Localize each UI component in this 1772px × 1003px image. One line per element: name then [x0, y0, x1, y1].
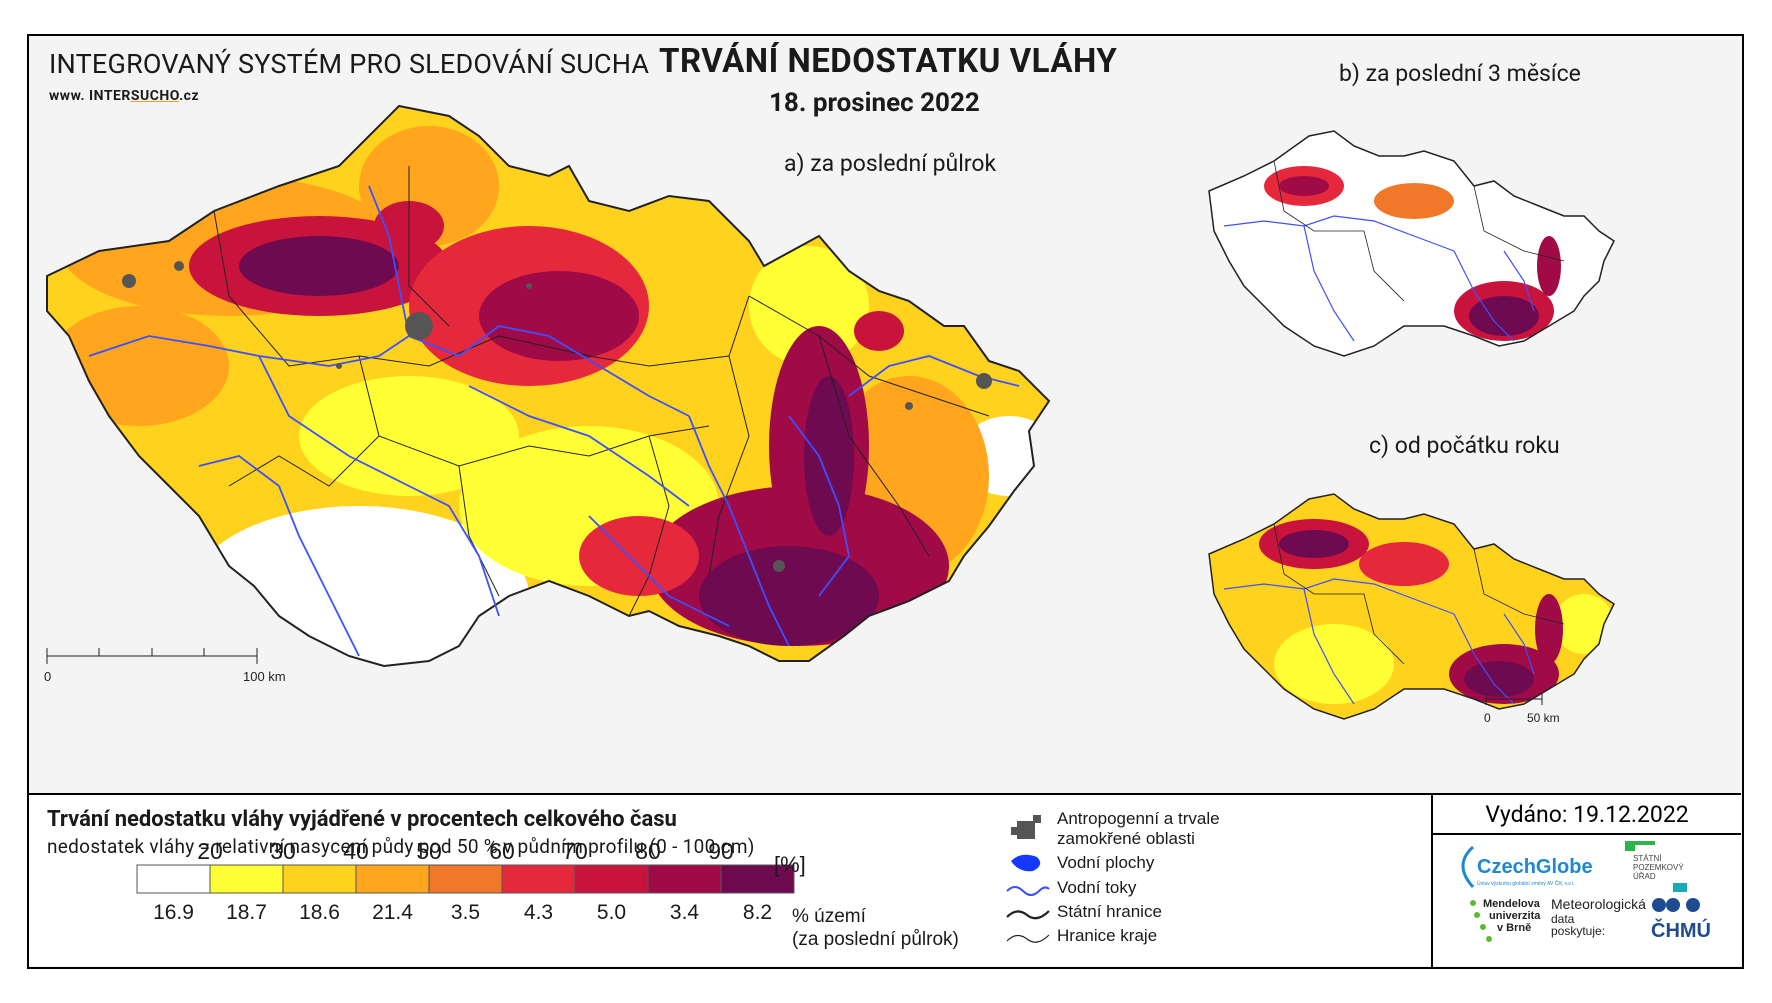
rivers-a — [88, 185, 1020, 657]
legend-threshold: 90 — [708, 838, 734, 864]
legend-share: 18.6 — [299, 901, 340, 924]
legend-title: Trvání nedostatku vláhy vyjádřené v proc… — [47, 807, 677, 832]
map-a-label: a) za poslední půlrok — [784, 150, 997, 177]
legend-class-6 — [574, 864, 649, 894]
figure-frame: INTEGROVANÝ SYSTÉM PRO SLEDOVÁNÍ SUCHA w… — [27, 34, 1744, 969]
scale-bc-end: 50 km — [1527, 711, 1560, 725]
svg-text:ÚŘAD: ÚŘAD — [1633, 872, 1656, 881]
map-title: TRVÁNÍ NEDOSTATKU VLÁHY — [659, 42, 1118, 81]
urban-symbol — [1011, 815, 1041, 839]
svg-text:Ústav výzkumu globální změny A: Ústav výzkumu globální změny AV ČR, v.v.… — [1477, 880, 1574, 887]
system-title: INTEGROVANÝ SYSTÉM PRO SLEDOVÁNÍ SUCHA — [49, 48, 650, 80]
legend-class-4 — [428, 864, 503, 894]
issued-box: Vydáno: 19.12.2022 CzechGlobe Ústav výzk… — [1431, 795, 1741, 968]
svg-text:poskytuje:: poskytuje: — [1551, 924, 1605, 938]
spu-logo: STÁTNÍ POZEMKOVÝ ÚŘAD — [1625, 841, 1687, 892]
urban-areas-a — [122, 261, 992, 572]
mendelu-logo: Mendelova univerzita v Brně — [1470, 898, 1541, 942]
symbol-legend: Antropogenní a trvale zamokřené oblasti … — [1006, 809, 1220, 945]
logos: CzechGlobe Ústav výzkumu globální změny … — [1461, 841, 1711, 942]
legend-threshold: 30 — [270, 838, 296, 864]
urban-label-2: zamokřené oblasti — [1057, 829, 1195, 848]
region-borders-a — [213, 166, 990, 617]
issued-date: Vydáno: 19.12.2022 — [1433, 795, 1741, 835]
svg-text:univerzita: univerzita — [1489, 910, 1541, 922]
water-bodies-label: Vodní plochy — [1057, 853, 1155, 872]
color-scale: 20 30 40 50 60 70 80 90 16.9 18.7 18.6 21.4 3.5 4.3 5… — [136, 809, 1220, 950]
svg-text:Meteorologická: Meteorologická — [1551, 896, 1646, 912]
legend-share: 3.4 — [670, 901, 700, 924]
rivers-label: Vodní toky — [1057, 878, 1137, 897]
legend-share: 8.2 — [743, 901, 772, 924]
website-suffix: .cz — [179, 88, 200, 104]
map-date: 18. prosinec 2022 — [769, 88, 980, 118]
legend-class-8 — [720, 864, 795, 894]
region-border-symbol — [1006, 934, 1050, 943]
legend-threshold: 40 — [343, 838, 369, 864]
legend-class-1 — [209, 864, 284, 894]
region-border-label: Hranice kraje — [1057, 926, 1157, 945]
chmu-logo: Meteorologická data poskytuje: ČHMÚ — [1551, 896, 1711, 942]
shares-note: (za poslední půlrok) — [792, 929, 959, 950]
svg-text:data: data — [1551, 912, 1575, 926]
legend-share: 16.9 — [153, 901, 194, 924]
legend-threshold: 80 — [635, 838, 661, 864]
svg-text:CzechGlobe: CzechGlobe — [1477, 856, 1593, 878]
svg-text:Mendelova: Mendelova — [1483, 898, 1541, 910]
map-c-label: c) od počátku roku — [1369, 432, 1560, 459]
svg-text:v Brně: v Brně — [1497, 922, 1531, 934]
legend-class-5 — [501, 864, 576, 894]
legend-class-2 — [282, 864, 357, 894]
legend-share: 4.3 — [524, 901, 553, 924]
website-link[interactable]: www. INTERSUCHO.cz — [49, 88, 199, 104]
legend-unit: [%] — [774, 852, 806, 877]
scale-a-end: 100 km — [243, 669, 286, 684]
website-part-sucho: SUCHO — [130, 88, 180, 104]
state-border-symbol — [1006, 910, 1050, 920]
legend-threshold: 20 — [197, 838, 223, 864]
legend-share: 5.0 — [597, 901, 626, 924]
state-border-label: Státní hranice — [1057, 902, 1162, 921]
water-bodies-symbol — [1011, 854, 1041, 872]
maps-panel: INTEGROVANÝ SYSTÉM PRO SLEDOVÁNÍ SUCHA w… — [29, 36, 1741, 793]
svg-text:POZEMKOVÝ: POZEMKOVÝ — [1633, 863, 1684, 872]
map-c: 0 50 km — [1208, 493, 1615, 725]
legend-class-3 — [355, 864, 430, 894]
svg-text:ČHMÚ: ČHMÚ — [1651, 918, 1711, 942]
legend-threshold: 60 — [489, 838, 515, 864]
scale-bar-bc: 0 50 km — [1484, 693, 1560, 725]
scale-bc-start: 0 — [1484, 711, 1491, 725]
legend-class-7 — [647, 864, 722, 894]
legend-panel: Trvání nedostatku vláhy vyjádřené v proc… — [29, 793, 1741, 968]
map-a: 0 100 km — [44, 104, 1051, 684]
website-prefix: www. — [49, 88, 90, 104]
state-border-a — [46, 104, 1051, 668]
legend-share: 3.5 — [451, 901, 480, 924]
legend-subtitle: nedostatek vláhy = relativní nasycení pů… — [47, 835, 755, 858]
rivers-symbol — [1006, 886, 1050, 896]
svg-text:STÁTNÍ: STÁTNÍ — [1633, 854, 1662, 863]
legend-threshold: 70 — [562, 838, 588, 864]
scale-a-start: 0 — [44, 669, 51, 684]
map-b-label: b) za poslední 3 měsíce — [1339, 60, 1581, 87]
urban-label-1: Antropogenní a trvale — [1057, 809, 1220, 828]
legend-class-0 — [136, 864, 211, 894]
shares-label: % území — [792, 906, 867, 927]
map-b — [1208, 130, 1615, 357]
legend-share: 18.7 — [226, 901, 267, 924]
website-part-inter: INTER — [89, 88, 131, 104]
czechglobe-logo: CzechGlobe Ústav výzkumu globální změny … — [1461, 845, 1593, 889]
scale-bar-a: 0 100 km — [44, 648, 286, 684]
legend-threshold: 50 — [416, 838, 442, 864]
legend-share: 21.4 — [372, 901, 413, 924]
